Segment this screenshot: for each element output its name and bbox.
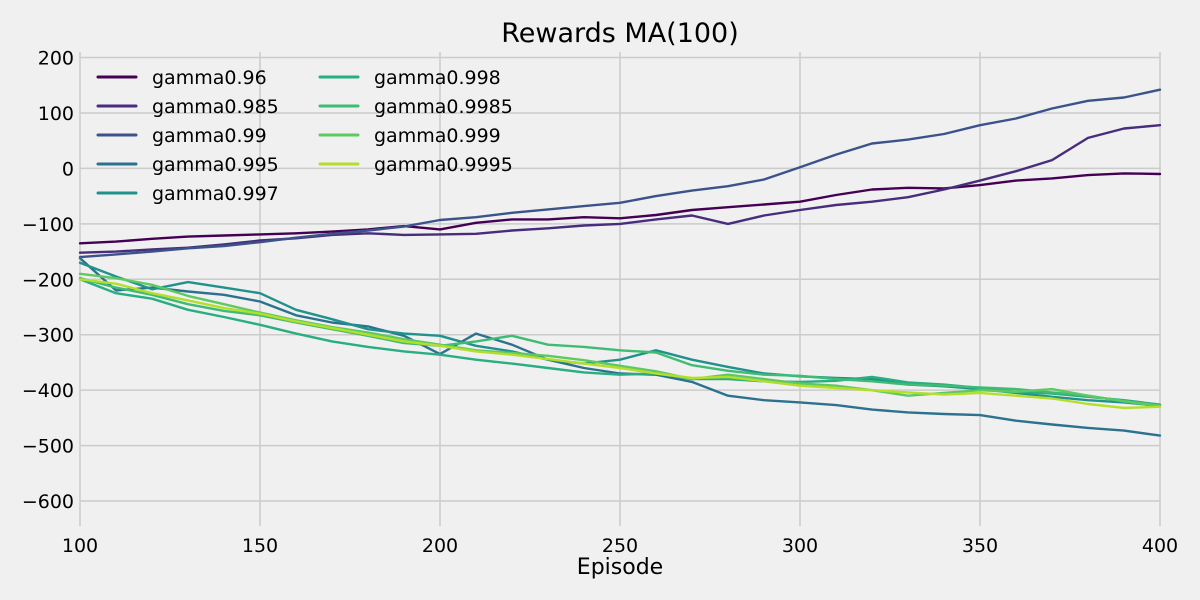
tick-layer: 100 150 200 250 300 350 400 200 100 0 −100 −200 −300… (22, 48, 1178, 557)
chart-title: Rewards MA(100) (501, 18, 739, 49)
legend-label: gamma0.9995 (374, 154, 513, 176)
y-tick-label: −200 (22, 269, 74, 291)
x-axis-label: Episode (577, 555, 663, 580)
legend-label: gamma0.999 (374, 125, 501, 147)
x-tick-label: 350 (962, 535, 998, 557)
y-tick-label: −500 (22, 436, 74, 458)
series-layer (78, 88, 1162, 437)
y-tick-label: −400 (22, 380, 74, 402)
series-line-gamma0-99 (78, 88, 1162, 259)
x-tick-label: 150 (242, 535, 278, 557)
x-tick-label: 400 (1142, 535, 1178, 557)
y-tick-label: −100 (22, 214, 74, 236)
legend-label: gamma0.96 (152, 67, 267, 89)
legend-label: gamma0.995 (152, 154, 279, 176)
y-tick-label: 100 (38, 103, 74, 125)
y-tick-label: −600 (22, 491, 74, 513)
y-tick-label: −300 (22, 325, 74, 347)
series-line-gamma0-9985 (78, 277, 1162, 408)
series-line-gamma0-9995 (78, 278, 1162, 410)
y-tick-label: 200 (38, 48, 74, 70)
legend-label: gamma0.985 (152, 96, 279, 118)
x-tick-label: 200 (422, 535, 458, 557)
x-tick-label: 250 (602, 535, 638, 557)
legend-label: gamma0.997 (152, 183, 279, 205)
series-line-gamma0-985 (78, 123, 1162, 254)
legend: gamma0.96 gamma0.985 gamma0.99 gamma0.995 ga… (96, 67, 513, 205)
series-line-gamma0-96 (78, 172, 1162, 245)
legend-label: gamma0.9985 (374, 96, 513, 118)
legend-label: gamma0.99 (152, 125, 267, 147)
x-tick-label: 300 (782, 535, 818, 557)
x-tick-label: 100 (62, 535, 98, 557)
legend-label: gamma0.998 (374, 67, 501, 89)
y-tick-label: 0 (62, 158, 74, 180)
